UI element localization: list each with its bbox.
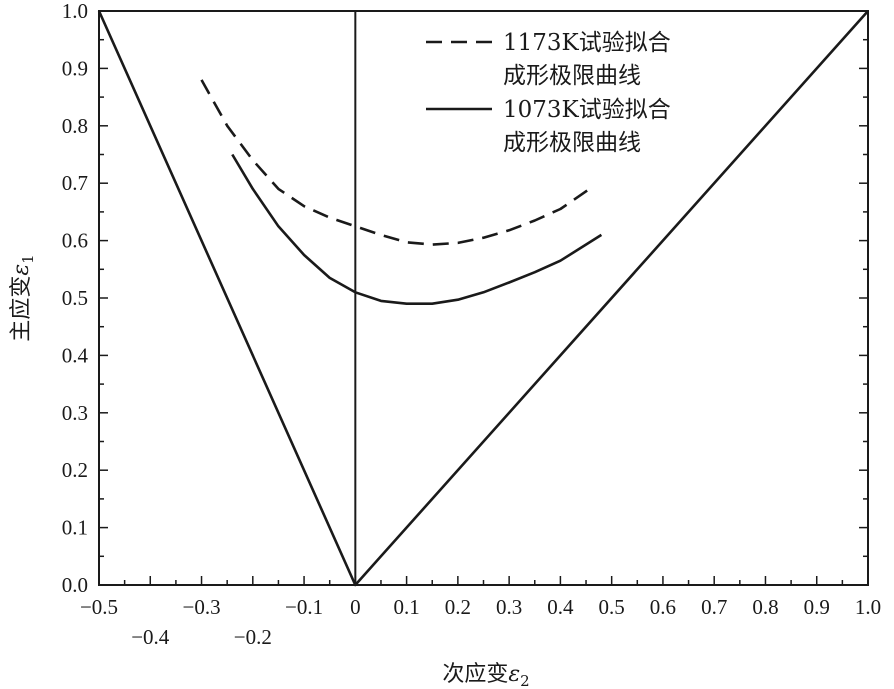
legend-label: 1173K试验拟合 (503, 30, 671, 56)
x-tick-label: −0.3 (182, 595, 220, 619)
legend-label: 成形极限曲线 (503, 130, 641, 156)
y-tick-label: 0.8 (62, 114, 88, 138)
plot-frame (98, 10, 869, 586)
x-tick-label: 0.8 (752, 595, 778, 619)
x-tick-label: −0.1 (285, 595, 323, 619)
series-1073k-curve (231, 153, 603, 305)
x-tick-label: 0.1 (393, 595, 419, 619)
x-tick-label: 0.3 (496, 595, 522, 619)
y-tick-label: 0.1 (62, 516, 88, 540)
x-axis-title-subscript: 2 (520, 672, 530, 689)
y-axis-title-text: 主应变 (9, 276, 34, 342)
y-axis: 0.0 0.1 0.2 0.3 0.4 0.5 0.6 0.7 0.8 0.9 1.0 (62, 0, 868, 597)
y-tick-label: 0.4 (62, 343, 89, 367)
x-tick-label: −0.2 (234, 625, 272, 649)
y-axis-title-subscript: 1 (19, 254, 37, 264)
x-tick-label: 0 (350, 595, 361, 619)
x-axis: −0.5 −0.4 −0.3 −0.2 −0.1 0 0.1 0.2 0.3 0.4 0.5 0.6 0… (80, 576, 881, 649)
x-tick-label: 0.6 (650, 595, 676, 619)
y-tick-label: 0.6 (62, 229, 88, 253)
y-tick-label: 0.9 (62, 56, 88, 80)
y-tick-label: 0.2 (62, 458, 88, 482)
x-tick-label: 0.2 (445, 595, 471, 619)
y-tick-label: 0.0 (62, 573, 88, 597)
legend-label: 1073K试验拟合 (503, 97, 671, 123)
x-tick-label: 0.7 (701, 595, 727, 619)
x-tick-label: −0.4 (131, 625, 170, 649)
x-axis-title-text: 次应变 (442, 662, 508, 687)
x-tick-label: −0.5 (80, 595, 118, 619)
y-axis-title-symbol: ε (9, 264, 34, 276)
y-tick-label: 0.5 (62, 286, 88, 310)
series-layer (97, 10, 869, 587)
y-tick-label: 0.3 (62, 401, 88, 425)
series-1173k-curve (200, 79, 592, 246)
x-tick-label: 0.9 (804, 595, 830, 619)
x-axis-title: 次应变ε2 (442, 662, 529, 689)
boundary-v-lines (97, 10, 869, 587)
legend-label: 成形极限曲线 (503, 63, 641, 89)
x-tick-label: 0.5 (599, 595, 625, 619)
x-tick-label: 1.0 (855, 595, 881, 619)
x-tick-label: 0.4 (547, 595, 574, 619)
y-tick-label: 1.0 (62, 0, 88, 23)
y-tick-label: 0.7 (62, 171, 88, 195)
x-axis-title-symbol: ε (508, 662, 520, 687)
y-axis-title: 主应变ε1 (9, 254, 37, 341)
